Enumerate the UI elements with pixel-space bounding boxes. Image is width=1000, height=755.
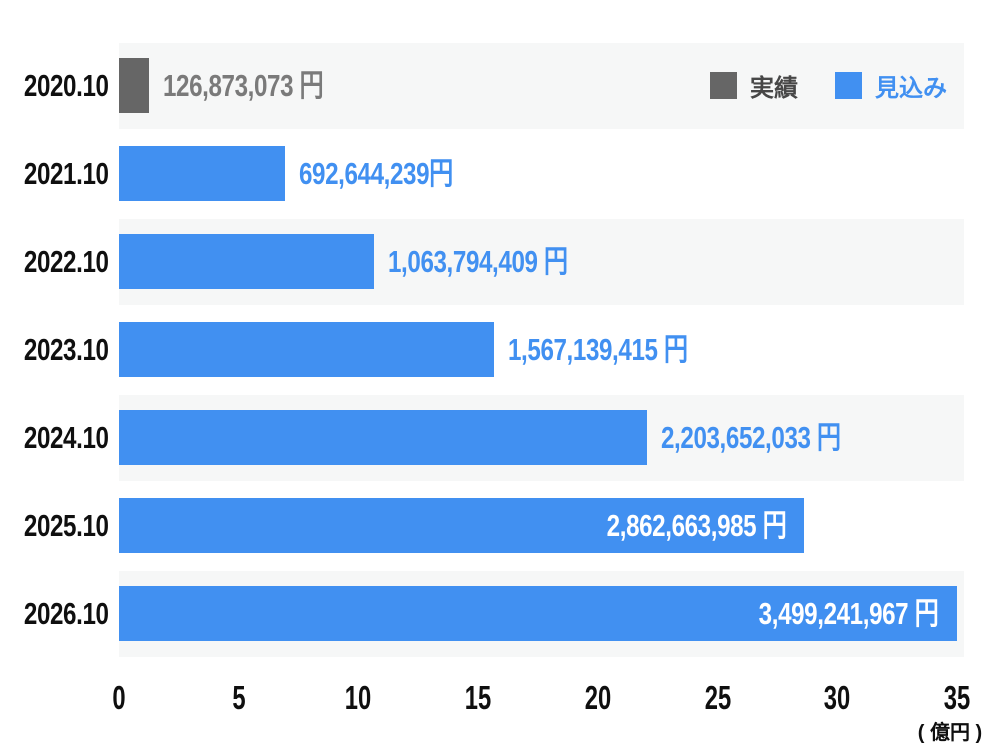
legend: 実績 見込み	[710, 71, 947, 102]
category-label-text: 2025.10	[23, 508, 109, 543]
value-label: 126,873,073 円	[163, 58, 369, 113]
x-tick-0: 0	[112, 679, 126, 716]
value-label: 692,644,239円	[299, 146, 496, 201]
x-tick-20: 20	[584, 679, 612, 716]
value-label: 3,499,241,967 円	[119, 586, 957, 641]
legend-label-forecast: 見込み	[875, 74, 947, 102]
value-bar: 3,499,241,967 円	[119, 586, 957, 641]
chart-row-2022-10: 2022.10 1,063,794,409 円	[0, 218, 1000, 306]
category-label-text: 2023.10	[23, 332, 109, 367]
legend-item-actual: 実績	[710, 68, 798, 103]
value-label-text: 1,063,794,409 円	[387, 244, 568, 279]
category-label: 2021.10	[0, 130, 109, 218]
x-tick-10: 10	[345, 679, 372, 716]
x-tick-25: 25	[704, 679, 731, 716]
category-label-text: 2020.10	[23, 68, 109, 103]
value-label: 1,567,139,415 円	[508, 322, 738, 377]
value-label-text: 1,567,139,415 円	[508, 332, 688, 367]
value-label-text: 3,499,241,967 円	[759, 596, 939, 631]
category-label-text: 2024.10	[23, 420, 109, 455]
chart-row-2021-10: 2021.10 692,644,239円	[0, 130, 1000, 218]
category-label: 2025.10	[0, 482, 109, 570]
x-tick-30: 30	[824, 679, 851, 716]
value-bar	[119, 58, 150, 113]
value-bar	[119, 322, 495, 377]
value-label-text: 2,203,652,033 円	[660, 420, 841, 455]
chart-row-2026-10: 2026.10 3,499,241,967 円	[0, 570, 1000, 658]
x-axis: 0 5 10 15 20 25 30 35	[0, 679, 1000, 719]
row-stripe	[119, 43, 964, 129]
value-label: 2,862,663,985 円	[119, 498, 804, 553]
category-label-text: 2026.10	[23, 596, 109, 631]
chart-row-2024-10: 2024.10 2,203,652,033 円	[0, 394, 1000, 482]
chart-row-2025-10: 2025.10 2,862,663,985 円	[0, 482, 1000, 570]
x-tick-35: 35	[943, 679, 971, 716]
value-bar	[119, 234, 374, 289]
value-bar	[119, 146, 285, 201]
category-label: 2023.10	[0, 306, 109, 394]
value-label: 1,063,794,409 円	[388, 234, 618, 289]
x-tick-15: 15	[464, 679, 492, 716]
category-label: 2024.10	[0, 394, 109, 482]
category-label: 2022.10	[0, 218, 109, 306]
value-bar: 2,862,663,985 円	[119, 498, 805, 553]
chart-row-2020-10: 2020.10 126,873,073 円	[0, 42, 1000, 130]
chart-row-2023-10: 2023.10 1,567,139,415 円	[0, 306, 1000, 394]
x-tick-5: 5	[232, 679, 246, 716]
category-label-text: 2021.10	[23, 156, 109, 191]
value-label-text: 692,644,239円	[298, 156, 453, 191]
chart-rows: 2020.10 126,873,073 円 2021.10 692,644,239円 2…	[0, 42, 1000, 658]
value-bar	[119, 410, 647, 465]
category-label-text: 2022.10	[23, 244, 109, 279]
legend-item-forecast: 見込み	[835, 68, 947, 103]
value-label: 2,203,652,033 円	[661, 410, 891, 465]
value-label-text: 2,862,663,985 円	[606, 508, 787, 543]
category-label: 2026.10	[0, 570, 109, 658]
value-label-text: 126,873,073 円	[163, 68, 324, 103]
actual-swatch-icon	[710, 71, 737, 99]
legend-label-actual: 実績	[750, 74, 798, 102]
category-label: 2020.10	[0, 42, 109, 130]
axis-unit-label: ( 億円 )	[917, 722, 983, 744]
forecast-swatch-icon	[835, 71, 862, 99]
